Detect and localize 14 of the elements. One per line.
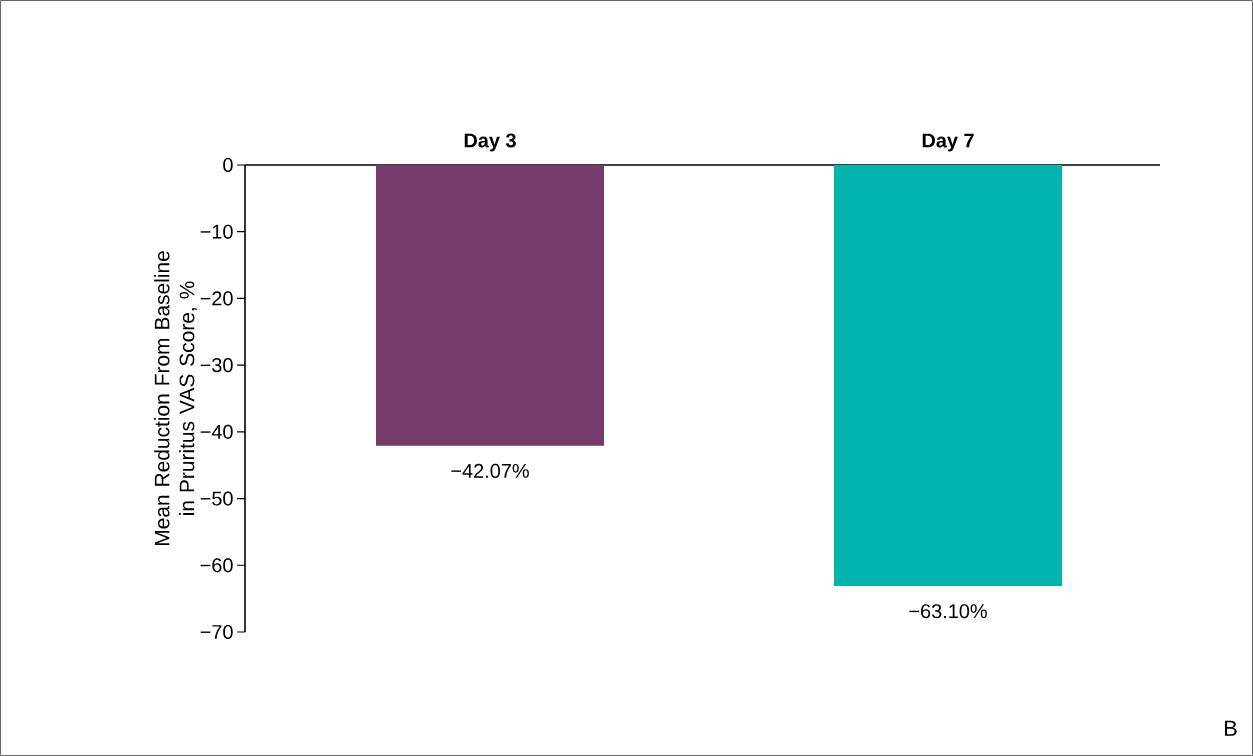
y-tick-label: −50 (200, 491, 233, 506)
y-tick-label: −10 (200, 224, 233, 239)
y-tick-label: −40 (200, 424, 233, 439)
data-label: −42.07% (451, 463, 529, 478)
y-tick-label: 0 (223, 157, 233, 173)
y-tick-label: −30 (200, 358, 233, 373)
y-tick-label: −60 (200, 558, 233, 573)
y-tick-label: −70 (200, 624, 233, 640)
y-axis-title: Mean Reduction From Baseline in Pruritus VAS Score, % (154, 251, 197, 546)
data-label: −63.10% (909, 604, 987, 619)
x-tick-label: Day 3 (464, 133, 516, 152)
x-tick-label: Day 7 (922, 133, 974, 152)
y-tick-label: −20 (200, 291, 233, 306)
text: B (1224, 720, 1237, 736)
